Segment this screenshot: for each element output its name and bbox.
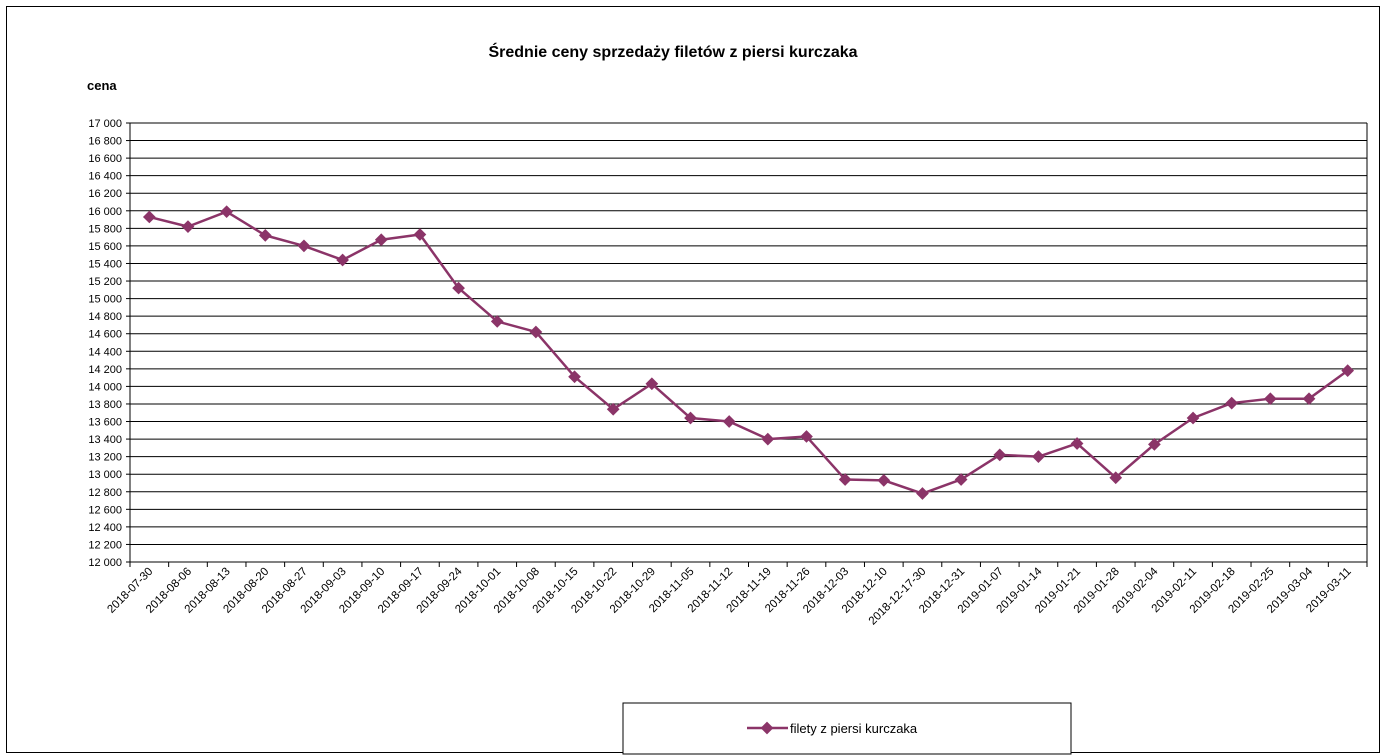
data-point [297, 239, 311, 253]
y-tick-label: 14 400 [88, 346, 122, 358]
data-point [413, 228, 427, 241]
y-tick-label: 16 400 [88, 171, 122, 183]
y-tick-label: 14 800 [88, 311, 122, 323]
data-point [490, 315, 504, 328]
y-tick-label: 15 200 [88, 276, 122, 288]
data-point [1032, 450, 1045, 464]
legend-box [622, 702, 1072, 755]
y-tick-label: 16 800 [88, 136, 122, 148]
y-tick-label: 14 000 [88, 381, 122, 393]
data-point [336, 253, 349, 267]
data-point [452, 281, 465, 295]
data-point [916, 487, 929, 500]
y-tick-label: 15 600 [88, 241, 122, 253]
y-tick-label: 12 000 [88, 557, 122, 569]
y-tick-label: 12 800 [88, 487, 122, 499]
y-tick-label: 13 000 [88, 469, 122, 481]
y-tick-label: 12 600 [88, 504, 122, 516]
data-point [1263, 392, 1277, 406]
series-area [142, 205, 1355, 500]
data-point [181, 220, 195, 233]
y-tick-label: 12 200 [88, 539, 122, 551]
y-tick-label: 16 200 [88, 188, 122, 200]
y-tick-labels: 12 000 12 200 12 400 12 600 12 800 13 000 13 2… [88, 118, 122, 569]
y-axis-label: cena [87, 78, 117, 93]
y-tick-label: 12 400 [88, 522, 122, 534]
gridlines [126, 122, 1368, 567]
data-point [1225, 396, 1239, 410]
y-tick-label: 16 000 [88, 206, 122, 218]
y-tick-label: 15 400 [88, 258, 122, 270]
y-tick-label: 13 400 [88, 434, 122, 446]
chart-frame [6, 6, 1380, 753]
data-point [258, 229, 272, 242]
data-point [761, 432, 775, 446]
chart-title: Średnie ceny sprzedaży filetów z piersi … [488, 42, 857, 61]
data-point [142, 210, 156, 224]
data-point [374, 233, 388, 247]
legend-label: filety z piersi kurczaka [790, 721, 918, 736]
data-point [954, 473, 968, 486]
data-point [993, 448, 1007, 462]
data-point [220, 205, 234, 219]
y-tick-label: 16 600 [88, 153, 122, 165]
data-point [722, 415, 736, 428]
x-tick-labels: 2018-07-302018-08-062018-08-132018-08-20… [105, 565, 1353, 627]
y-tick-label: 17 000 [88, 118, 122, 130]
y-tick-label: 14 600 [88, 329, 122, 341]
data-point [877, 473, 891, 487]
legend: filety z piersi kurczaka [622, 702, 1072, 755]
y-tick-label: 13 600 [88, 417, 122, 429]
y-tick-label: 13 200 [88, 452, 122, 464]
y-tick-label: 15 800 [88, 223, 122, 235]
y-tick-label: 13 800 [88, 399, 122, 411]
y-tick-label: 15 000 [88, 294, 122, 306]
y-tick-label: 14 200 [88, 364, 122, 376]
series-line [149, 210, 1349, 495]
